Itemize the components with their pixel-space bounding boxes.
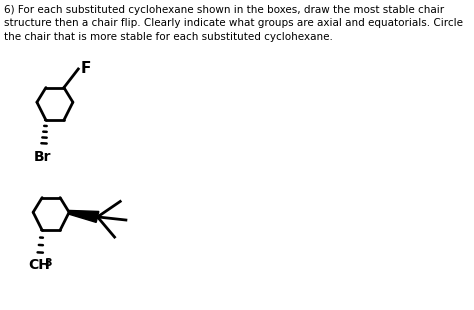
Text: 3: 3 xyxy=(45,258,53,268)
Polygon shape xyxy=(69,210,99,222)
Text: CH: CH xyxy=(28,258,50,272)
Text: Br: Br xyxy=(33,149,51,164)
Text: F: F xyxy=(81,61,91,76)
Text: 6) For each substituted cyclohexane shown in the boxes, draw the most stable cha: 6) For each substituted cyclohexane show… xyxy=(4,5,463,42)
